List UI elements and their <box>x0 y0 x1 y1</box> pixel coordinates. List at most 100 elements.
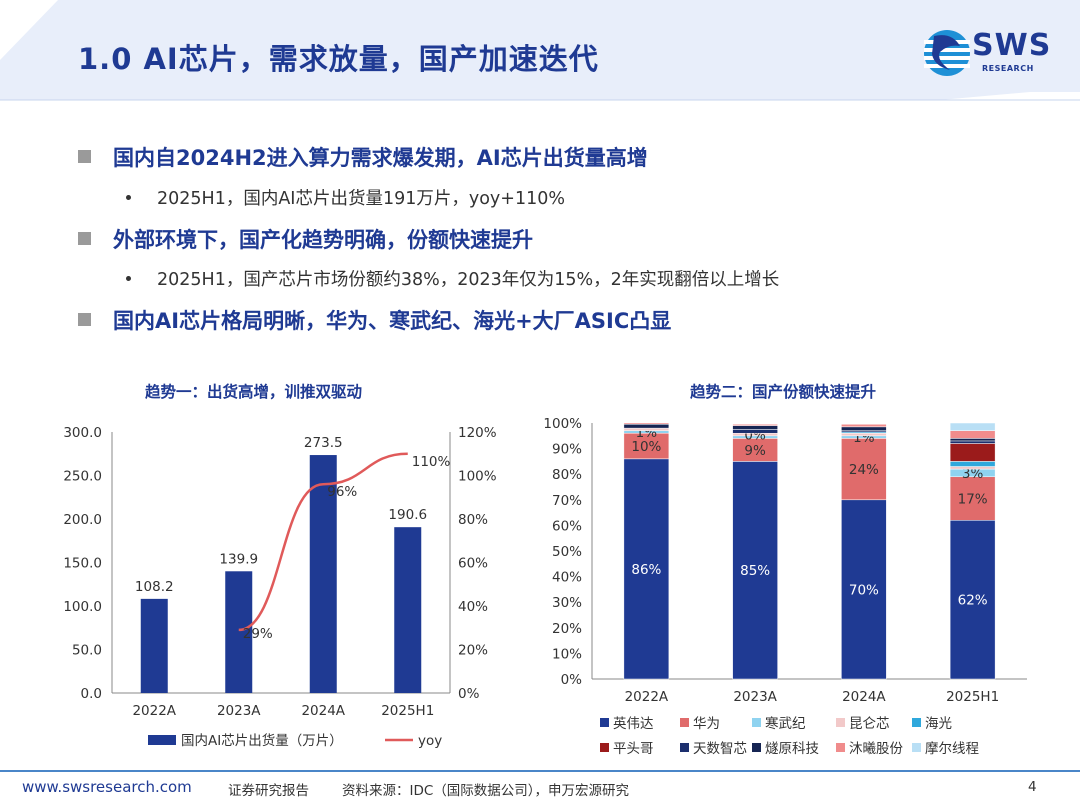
bullet-dot-icon <box>126 276 131 281</box>
stack-segment <box>949 430 996 439</box>
stack-segment <box>732 461 778 680</box>
y-tick-left: 200.0 <box>63 512 102 528</box>
stack-segment <box>841 432 887 437</box>
y-tick-left: 0.0 <box>81 686 102 702</box>
stack-segment <box>623 458 670 680</box>
stack-segment <box>949 520 996 680</box>
legend-line-label: yoy <box>418 733 442 749</box>
shipment-chart: 0.0 50.0 100.0 150.0 200.0 250.0 300.0 0% 20% 40%… <box>63 425 497 749</box>
bullet-2: 外部环境下，国产化趋势明确，份额快速提升 <box>78 224 533 254</box>
y-tick-left: 150.0 <box>63 556 102 572</box>
stack-segment <box>841 424 887 428</box>
legend-swatch <box>752 743 761 752</box>
legend-label: 昆仑芯 <box>849 716 890 732</box>
stack-segment <box>949 438 996 442</box>
stack-segment <box>623 424 670 429</box>
stack-segment <box>949 461 996 467</box>
x-tick-label: 2024A <box>301 703 345 719</box>
y-tick: 80% <box>552 467 582 483</box>
bullet-square-icon <box>78 313 91 326</box>
bar-value-label: 190.6 <box>388 507 427 523</box>
y-tick: 90% <box>552 442 582 458</box>
header-band <box>0 0 1080 101</box>
legend-swatch <box>836 743 845 752</box>
bullet-3: 国内AI芯片格局明晰，华为、寒武纪、海光+大厂ASIC凸显 <box>78 305 671 335</box>
bar <box>140 598 168 693</box>
bullet-1: 国内自2024H2进入算力需求爆发期，AI芯片出货量高增 <box>78 142 648 172</box>
y-tick: 10% <box>552 646 582 662</box>
page-number: 4 <box>1028 779 1037 795</box>
segment-label: 10% <box>631 439 661 455</box>
logo-text: SWS <box>972 28 1052 63</box>
x-tick-label: 2024A <box>842 689 886 705</box>
stack-segment <box>949 440 996 444</box>
bullet-2-text: 外部环境下，国产化趋势明确，份额快速提升 <box>113 228 533 252</box>
page-title: 1.0 AI芯片，需求放量，国产加速迭代 <box>78 42 599 76</box>
segment-label: 17% <box>958 492 988 508</box>
bullet-dot-icon <box>126 195 131 200</box>
y-tick: 60% <box>552 518 582 534</box>
segment-label: 86% <box>631 562 661 578</box>
y-tick-right: 20% <box>458 643 488 659</box>
bar-value-label: 273.5 <box>304 435 343 451</box>
footer-divider <box>0 770 1080 772</box>
stack-segment <box>949 443 996 462</box>
stack-segment <box>949 476 996 521</box>
x-tick-label: 2025H1 <box>946 689 999 705</box>
legend-swatch <box>680 718 689 727</box>
bar-value-label: 139.9 <box>219 551 258 567</box>
legend-label: 沐曦股份 <box>849 741 903 757</box>
y-tick-right: 100% <box>458 469 497 485</box>
legend-swatch <box>912 718 921 727</box>
stack-segment <box>732 425 778 430</box>
chart2-title: 趋势二：国产份额快速提升 <box>690 383 877 401</box>
stack-segment <box>623 427 670 431</box>
y-tick-right: 120% <box>458 425 497 441</box>
stack-segment <box>949 422 996 431</box>
bullet-square-icon <box>78 150 91 163</box>
yoy-label: 96% <box>327 484 357 500</box>
bar-value-label: 108.2 <box>135 579 174 595</box>
bullet-square-icon <box>78 232 91 245</box>
yoy-label: 110% <box>412 454 451 470</box>
legend-swatch <box>600 718 609 727</box>
sub-bullet-1: 2025H1，国内AI芯片出货量191万片，yoy+110% <box>126 185 565 210</box>
globe-icon <box>924 30 970 76</box>
x-tick-label: 2022A <box>132 703 176 719</box>
segment-label: 3% <box>962 466 984 482</box>
y-tick-left: 50.0 <box>72 643 102 659</box>
yoy-line <box>238 452 408 632</box>
legend-label: 华为 <box>693 716 720 732</box>
x-tick-label: 2025H1 <box>381 703 434 719</box>
bar <box>225 571 253 693</box>
bullet-3-text: 国内AI芯片格局明晰，华为、寒武纪、海光+大厂ASIC凸显 <box>113 309 672 333</box>
stack-segment <box>732 424 778 426</box>
y-tick: 20% <box>552 621 582 637</box>
share-chart: 0% 10% 20% 30% 40% 50% 60% 70% 80% 90% 100% 2022A 86… <box>543 416 1027 757</box>
bullet-1-text: 国内自2024H2进入算力需求爆发期，AI芯片出货量高增 <box>113 146 648 170</box>
footer-source: 资料来源：IDC（国际数据公司），申万宏源研究 <box>342 783 630 799</box>
footer-url[interactable]: www.swsresearch.com <box>22 778 192 796</box>
legend-label: 摩尔线程 <box>925 740 979 757</box>
yoy-label: 29% <box>243 626 273 642</box>
legend-label: 天数智芯 <box>693 741 747 757</box>
y-tick-left: 250.0 <box>63 469 102 485</box>
segment-label: 70% <box>849 582 879 598</box>
x-tick-label: 2022A <box>625 689 669 705</box>
legend-bar-label: 国内AI芯片出货量（万片） <box>181 732 343 749</box>
segment-label: 24% <box>849 462 879 478</box>
segment-label: 62% <box>958 593 988 609</box>
sub-bullet-2: 2025H1，国产芯片市场份额约38%，2023年仅为15%，2年实现翻倍以上增… <box>126 266 779 291</box>
legend-swatch <box>600 743 609 752</box>
x-tick-label: 2023A <box>733 689 777 705</box>
chart1-title: 趋势一：出货高增，训推双驱动 <box>145 383 363 401</box>
y-tick-right: 0% <box>458 686 480 702</box>
legend-bar-swatch <box>148 735 176 745</box>
y-tick: 100% <box>543 416 582 432</box>
y-tick-left: 300.0 <box>63 425 102 441</box>
legend-label: 燧原科技 <box>765 741 819 757</box>
x-tick-label: 2023A <box>217 703 261 719</box>
legend-label: 平头哥 <box>613 741 654 757</box>
legend-swatch <box>680 743 689 752</box>
y-tick-right: 80% <box>458 512 488 528</box>
